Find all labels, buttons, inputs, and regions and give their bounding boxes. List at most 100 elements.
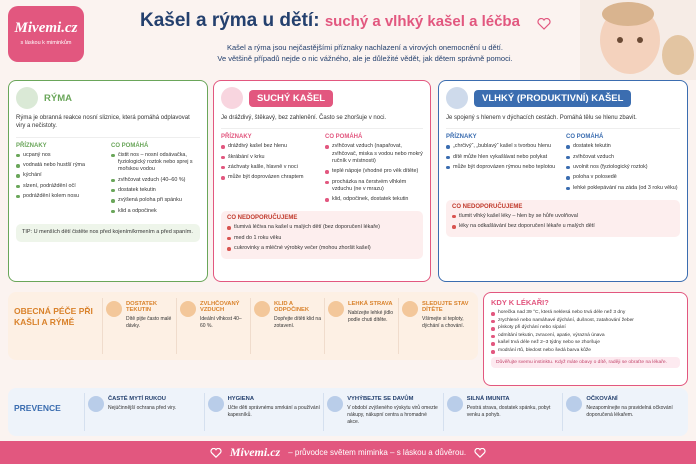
list-item: záchvaty kašle, hlavně v noci xyxy=(221,164,319,171)
items: DOSTATEK TEKUTIN Dítě pijte často malé dá… xyxy=(102,298,472,354)
list-item: teplé nápoje (vhodné pro věk dítěte) xyxy=(325,168,423,175)
card-columns: PŘÍZNAKY „chrčivý“, „bublavý“ kašel s tvo… xyxy=(446,128,680,194)
list-item: škrábání v krku xyxy=(221,154,319,161)
item-text: V období zvýšeného výskytu virů omezte n… xyxy=(347,405,438,425)
item-title: OČKOVÁNÍ xyxy=(586,396,618,402)
footer-text: – průvodce světem miminka – s láskou a d… xyxy=(288,448,467,457)
list-item: zvlhčovat vzduch (40–60 %) xyxy=(111,177,200,184)
list-item: uvolnit nos (fyziologický roztok) xyxy=(566,164,680,171)
item: LEHKÁ STRAVA Nabízejte lehké jídlo podle … xyxy=(324,298,398,354)
column-heading: PŘÍZNAKY xyxy=(446,134,477,141)
logo-name: Mivemi.cz xyxy=(14,20,78,36)
general-care: OBECNÁ PÉČE PŘI KAŠLI A RÝMĚ DOSTATEK TEK… xyxy=(8,292,478,360)
item-text: Učte děti správnému smrkání a používání … xyxy=(227,405,320,418)
item: SLEDUJTE STAV DÍTĚTE Všímejte si teploty,… xyxy=(398,298,472,354)
list-item: pískoty při dýchání nebo sípání xyxy=(491,325,680,332)
item-icon xyxy=(402,301,418,317)
item-text: Dopřejte dítěti klid na zotavení. xyxy=(274,316,321,329)
list-item: tlumit vlhký kašel léky – hlen by se hůř… xyxy=(452,213,674,220)
item: OČKOVÁNÍ Nezapomínejte na pravidelná očko… xyxy=(562,393,682,431)
doctor-title: KDY K LÉKAŘI? xyxy=(491,298,549,307)
list-item: ucpaný nos xyxy=(16,152,105,159)
item-text: Všímejte si teploty, dýchání a chování. xyxy=(422,316,464,329)
footer-brand: Mivemi.cz xyxy=(229,445,281,459)
list-item: tlumivá léčiva na kašel u malých dětí (b… xyxy=(227,224,417,231)
item-text: Pestrá strava, dostatek spánku, pobyt ve… xyxy=(466,405,551,418)
item-body: ČASTÉ MYTÍ RUKOU Nejúčinnější ochrana pře… xyxy=(108,396,176,428)
list-item: může být doprovázen chraptem xyxy=(221,174,319,181)
item-icon xyxy=(254,301,270,317)
item-body: DOSTATEK TEKUTIN Dítě pijte často malé dá… xyxy=(126,301,173,351)
column: CO POMÁHÁ zvlhčovat vzduch (napařovat, zv… xyxy=(325,134,423,206)
card-head: VLHKÝ (PRODUKTIVNÍ) KAŠEL xyxy=(446,87,680,109)
heart-icon xyxy=(537,18,551,30)
title-sub: suchý a vlhký kašel a léčba xyxy=(324,13,520,30)
item-text: Ideální vlhkost 40–60 %. xyxy=(200,316,242,329)
item-title: VYHÝBEJTE SE DAVŮM xyxy=(347,396,414,402)
list-item: med do 1 roku věku xyxy=(227,235,417,242)
item-icon xyxy=(566,396,583,412)
heart-icon xyxy=(210,447,222,458)
card-description: Je spojený s hlenem v dýchacích cestách.… xyxy=(446,115,637,121)
section-title: OBECNÁ PÉČE PŘI KAŠLI A RÝMĚ xyxy=(14,306,93,328)
item: HYGIENA Učte děti správnému smrkání a pou… xyxy=(203,393,324,431)
card-title: SUCHÝ KAŠEL xyxy=(249,89,334,107)
column: PŘÍZNAKY ucpaný nos vodnatá nebo hustší rý… xyxy=(16,143,105,218)
avoid-box: CO NEDOPORUČUJEME tlumivá léčiva na kašel… xyxy=(221,211,423,260)
list-item: vodnatá nebo hustší rýma xyxy=(16,162,105,169)
card-icon xyxy=(221,87,243,109)
intro-line: Kašel a rýma jsou nejčastějšími příznaky… xyxy=(227,43,503,52)
list-item: „chrčivý“, „bublavý“ kašel s tvorbou hle… xyxy=(446,143,560,150)
column-heading: CO POMÁHÁ xyxy=(325,134,363,141)
card-wet-cough: VLHKÝ (PRODUKTIVNÍ) KAŠEL Je spojený s hl… xyxy=(438,80,688,282)
item-icon xyxy=(446,396,463,412)
item-text: Dítě pijte často malé dávky. xyxy=(126,316,172,329)
column: CO POMÁHÁ čistit nos – nosní odsávačka, f… xyxy=(111,143,200,218)
intro-line: Ve většině případů nejde o nic vážného, … xyxy=(217,53,513,63)
item-title: KLID A ODPOČINEK xyxy=(274,301,310,313)
list-item: zvlhčovat vzduch (napařovat, zvlhčovač, … xyxy=(325,143,423,165)
list-item: slzení, podráždění očí xyxy=(16,183,105,190)
item: VYHÝBEJTE SE DAVŮM V období zvýšeného výs… xyxy=(323,393,443,431)
intro: Kašel a rýma jsou nejčastějšími příznaky… xyxy=(150,43,580,65)
when-to-doctor: KDY K LÉKAŘI? horečka nad 39 °C, která ne… xyxy=(483,292,688,386)
item-body: HYGIENA Učte děti správnému smrkání a pou… xyxy=(228,396,321,428)
card-head: SUCHÝ KAŠEL xyxy=(221,87,423,109)
card-columns: PŘÍZNAKY dráždivý kašel bez hlenu škrábání… xyxy=(221,128,423,206)
item-title: ČASTÉ MYTÍ RUKOU xyxy=(108,396,166,402)
list-item: odmítání tekutin, zvracení, apatie, výra… xyxy=(491,333,680,340)
item-text: Nabízejte lehké jídlo podle chuti dítěte… xyxy=(348,310,394,323)
item-body: ZVLHČOVANÝ VZDUCH Ideální vlhkost 40–60 %… xyxy=(200,301,247,351)
item-title: ZVLHČOVANÝ VZDUCH xyxy=(200,301,240,313)
item-icon xyxy=(106,301,122,317)
list-item: kýchání xyxy=(16,172,105,179)
prevention: PREVENCE ČASTÉ MYTÍ RUKOU Nejúčinnější och… xyxy=(8,388,688,436)
list-item: dostatek tekutin xyxy=(111,187,200,194)
title-main: Kašel a rýma u dětí: xyxy=(140,10,320,31)
list-item: horečka nad 39 °C, která neklesá nebo tr… xyxy=(491,310,680,317)
avoid-heading: CO NEDOPORUČUJEME xyxy=(227,215,298,222)
item-text: Nezapomínejte na pravidelná očkování dop… xyxy=(586,405,673,418)
card-head: RÝMA xyxy=(16,87,200,109)
section-title: PREVENCE xyxy=(14,403,61,413)
list-item: může být doprovázen rýmou nebo teplotou xyxy=(446,164,560,171)
list-item: zvýšená poloha při spánku xyxy=(111,197,200,204)
card-description: Je dráždivý, štěkavý, bez zahlenění. Čas… xyxy=(221,115,387,121)
list-item: poloha v polosedě xyxy=(566,174,680,181)
list-item: dítě může hlen vykašlávat nebo polykat xyxy=(446,154,560,161)
card-title: RÝMA xyxy=(44,92,72,104)
item-icon xyxy=(180,301,196,317)
item-body: VYHÝBEJTE SE DAVŮM V období zvýšeného výs… xyxy=(347,396,440,428)
list-item: čistit nos – nosní odsávačka, fyziologic… xyxy=(111,152,200,174)
items: ČASTÉ MYTÍ RUKOU Nejúčinnější ochrana pře… xyxy=(84,393,682,431)
list-item: klid a odpočinek xyxy=(111,208,200,215)
item-body: KLID A ODPOČINEK Dopřejte dítěti klid na … xyxy=(274,301,321,351)
logo: Mivemi.cz s láskou k miminkům xyxy=(8,6,84,62)
list-item: modrání rtů, bledost nebo šedá barva kůž… xyxy=(491,348,680,355)
card-columns: PŘÍZNAKY ucpaný nos vodnatá nebo hustší rý… xyxy=(16,136,200,218)
list-item: kašel trvá déle než 2–3 týdny nebo se zh… xyxy=(491,340,680,347)
item: DOSTATEK TEKUTIN Dítě pijte často malé dá… xyxy=(102,298,176,354)
card-icon xyxy=(446,87,468,109)
avoid-box: CO NEDOPORUČUJEME tlumit vlhký kašel léky… xyxy=(446,199,680,238)
